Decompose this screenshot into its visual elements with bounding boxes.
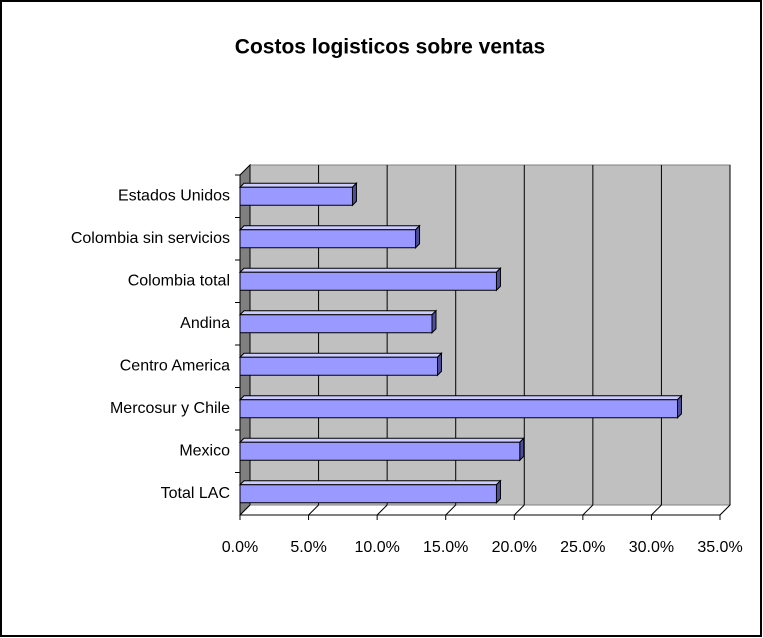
grid-line xyxy=(582,504,594,516)
bar xyxy=(239,441,521,461)
y-tick-label: Centro America xyxy=(120,357,230,374)
x-tick-label: 15.0% xyxy=(423,539,468,556)
y-tick-label: Colombia total xyxy=(128,272,230,289)
x-tick-label: 5.0% xyxy=(290,539,326,556)
bar xyxy=(239,186,353,206)
side-wall xyxy=(239,163,251,517)
bar-side xyxy=(495,479,501,504)
bar-top xyxy=(238,480,502,486)
bar-side xyxy=(431,309,437,334)
y-tick-label: Mexico xyxy=(179,442,230,459)
bar-side xyxy=(436,352,442,377)
chart-title: Costos logisticos sobre ventas xyxy=(235,36,545,59)
bar-side xyxy=(519,437,525,462)
bar xyxy=(239,271,497,291)
bar-top xyxy=(238,267,502,273)
x-tick-label: 20.0% xyxy=(492,539,537,556)
bar xyxy=(239,356,438,376)
grid-line xyxy=(651,504,662,516)
bar xyxy=(239,314,433,334)
y-tick-label: Mercosur y Chile xyxy=(110,400,230,417)
y-tick-label: Total LAC xyxy=(161,485,230,502)
grid-line xyxy=(308,504,319,516)
bar-top xyxy=(238,310,438,316)
bar-top xyxy=(238,225,421,231)
x-tick-label: 0.0% xyxy=(222,539,258,556)
bar-side xyxy=(676,394,682,419)
bar xyxy=(239,399,678,419)
bar-top xyxy=(238,352,443,358)
y-tick-label: Estados Unidos xyxy=(118,187,230,204)
grid-line xyxy=(239,504,251,516)
x-tick-label: 10.0% xyxy=(354,539,399,556)
y-tick-label: Colombia sin servicios xyxy=(71,230,230,247)
bar-top xyxy=(238,182,358,188)
grid-line xyxy=(445,504,457,516)
x-tick-label: 25.0% xyxy=(560,539,605,556)
bar-top xyxy=(238,395,683,401)
grid-line xyxy=(513,504,525,516)
bar-side xyxy=(351,182,357,207)
bar-side xyxy=(495,267,501,292)
y-tick-label: Andina xyxy=(180,315,230,332)
bar xyxy=(239,484,497,504)
x-tick-label: 30.0% xyxy=(629,539,674,556)
bar-top xyxy=(238,437,525,443)
grid-line xyxy=(376,504,388,516)
bar xyxy=(239,229,417,249)
grid-line xyxy=(719,504,731,516)
x-tick-label: 35.0% xyxy=(697,539,742,556)
bar-side xyxy=(415,224,421,249)
